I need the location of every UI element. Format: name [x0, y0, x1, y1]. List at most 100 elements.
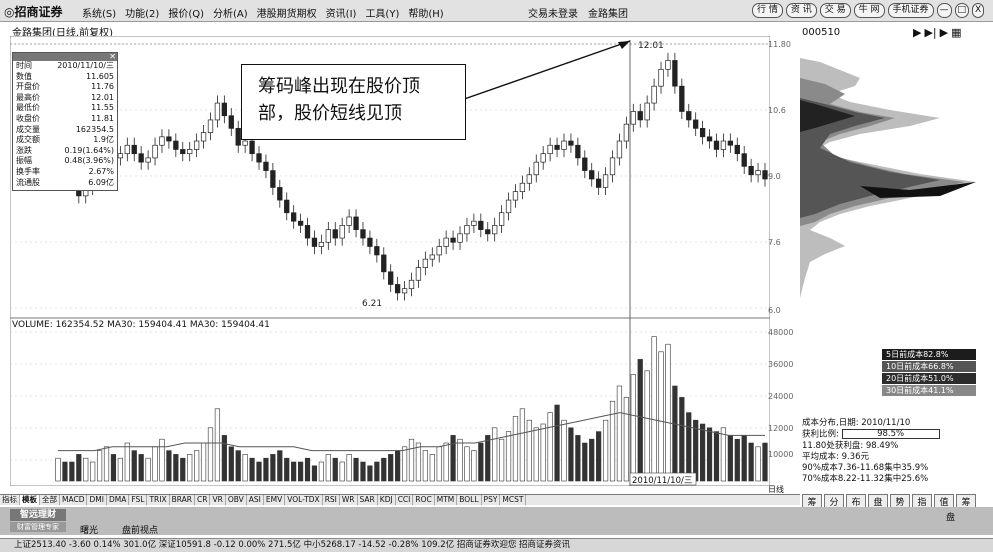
maximize-icon[interactable]: □ — [954, 3, 970, 18]
minimize-icon[interactable]: — — [936, 3, 952, 18]
volume-bar — [519, 408, 526, 482]
indicator-tab[interactable]: BRAR — [170, 495, 196, 505]
indicator-tab[interactable]: 指标 — [0, 495, 20, 505]
news-button[interactable]: 资 讯 — [785, 3, 817, 18]
candle-body — [284, 199, 290, 214]
banner-text-1[interactable]: 曙光 — [80, 526, 99, 536]
close-icon[interactable]: X — [972, 3, 985, 18]
candle-body — [443, 237, 449, 247]
price-tick: 9.0 — [768, 172, 781, 181]
candle-body — [637, 111, 643, 121]
chips-5d-lower — [860, 182, 976, 198]
top-right-buttons: 行 情 资 讯 交 易 牛 网 手机证券 — □ X — [752, 3, 985, 18]
indicator-tab[interactable]: SAR — [358, 495, 378, 505]
annotation-callout: 筹码峰出现在股价顶 部，股价短线见顶 — [241, 64, 466, 140]
menu-help[interactable]: 帮助(H) — [408, 9, 444, 20]
volume-bar — [83, 457, 89, 482]
banner-logo[interactable]: 智远理财 — [10, 509, 66, 521]
indicator-tab[interactable]: EMV — [264, 495, 286, 505]
indicator-tab[interactable]: 全部 — [40, 495, 60, 505]
close-icon[interactable]: ✕ — [109, 52, 116, 61]
banner-scroll[interactable]: 盘 — [946, 513, 956, 523]
indicator-tab[interactable]: FSL — [129, 495, 148, 505]
menu-tools[interactable]: 工具(Y) — [365, 9, 400, 20]
candle-body — [609, 157, 616, 176]
indicator-tab[interactable]: ROC — [413, 495, 435, 505]
indicator-tab[interactable]: DMI — [87, 495, 107, 505]
volume-bar — [630, 374, 636, 482]
legend-30d: 30日前成本41.1% — [882, 385, 976, 396]
mobile-button[interactable]: 手机证券 — [887, 3, 934, 18]
candle-body — [200, 132, 207, 142]
indicator-tab[interactable]: TRIX — [147, 495, 170, 505]
candle-body — [277, 187, 283, 201]
info-row: 最高价 12.01 — [13, 93, 117, 104]
indicator-tab[interactable]: MCST — [500, 495, 527, 505]
indicator-tab[interactable]: BOLL — [457, 495, 482, 505]
menu-hk-futures[interactable]: 港股期货期权 — [256, 9, 317, 20]
banner-text-2[interactable]: 盘前视点 — [122, 526, 159, 536]
candle-body — [138, 153, 144, 163]
quotes-button[interactable]: 行 情 — [752, 3, 783, 18]
stock-code: 000510 — [802, 27, 841, 38]
kline-chart[interactable]: 12.01 6.21 VOLUME: 162354.52 MA30: 15940… — [10, 36, 770, 486]
menu-quote[interactable]: 报价(Q) — [168, 9, 205, 20]
indicator-tab[interactable]: VR — [210, 495, 226, 505]
indicator-tab[interactable]: WR — [340, 495, 358, 505]
volume-bar — [263, 457, 269, 482]
indicator-tab[interactable]: CCI — [396, 495, 414, 505]
grid-icon[interactable]: ▦ — [951, 26, 962, 39]
indicator-tab[interactable]: VOL-TDX — [285, 495, 323, 505]
chips-10d — [800, 98, 940, 218]
indicator-tab[interactable]: DMA — [107, 495, 130, 505]
cursor-date-box — [629, 472, 697, 486]
indicator-tab[interactable]: RSI — [323, 495, 340, 505]
candle-body — [235, 128, 241, 146]
volume-bar — [457, 438, 463, 482]
indicator-tab[interactable]: OBV — [226, 495, 247, 505]
period-label[interactable]: 日线 — [768, 485, 784, 494]
play-icon[interactable]: ▶ — [913, 26, 922, 39]
volume-bar — [214, 408, 221, 482]
candle-body — [263, 161, 269, 171]
panel-tab[interactable]: 指 — [912, 494, 932, 509]
indicator-tab[interactable]: MTM — [435, 495, 458, 505]
menu-news[interactable]: 资讯(I) — [325, 9, 357, 20]
cost-distribution-panel: 000510 ▶ ▶| ▶ ▦ 5日前成本82.8% 10日前成本66.8% 2… — [800, 24, 993, 512]
cost-line: 70%成本8.22-11.32集中25.6% — [802, 473, 929, 484]
forward-icon[interactable]: ▶ — [939, 26, 949, 39]
volume-header: VOLUME: 162354.52 MA30: 159404.41 MA30: … — [12, 320, 270, 330]
niu-button[interactable]: 牛 网 — [853, 3, 885, 18]
indicator-tab[interactable]: 模板 — [20, 495, 40, 505]
info-row: 数值 11.605 — [13, 72, 117, 83]
volume-bar — [228, 446, 234, 482]
legend-20d: 20日前成本51.0% — [882, 373, 976, 384]
indicator-tab[interactable]: CR — [195, 495, 211, 505]
volume-bar — [360, 461, 366, 482]
candle-body — [505, 199, 512, 214]
callout-line-1: 筹码峰出现在股价顶 — [258, 76, 420, 97]
candle-body — [741, 153, 747, 167]
candle-body — [727, 140, 733, 146]
callout-arrowhead — [618, 41, 630, 49]
indicator-tab[interactable]: MACD — [60, 495, 88, 505]
volume-bar — [388, 454, 394, 482]
price-tick: 10.6 — [768, 106, 786, 115]
volume-bar — [145, 457, 151, 482]
menu-function[interactable]: 功能(2) — [125, 9, 160, 20]
volume-bar — [582, 442, 588, 482]
volume-bar — [575, 435, 581, 482]
menu-analysis[interactable]: 分析(A) — [213, 9, 248, 20]
volume-bar — [62, 461, 68, 482]
volume-bar — [395, 450, 401, 482]
ad-banner: 智远理财 财富管理专家 曙光 盘前视点 盘 — [0, 507, 993, 536]
indicator-tab[interactable]: KDJ — [378, 495, 396, 505]
trade-button[interactable]: 交 易 — [819, 3, 851, 18]
info-value: 1.9亿 — [93, 135, 114, 145]
candle-body — [193, 140, 200, 150]
menu-system[interactable]: 系统(S) — [82, 9, 117, 20]
indicator-tab[interactable]: PSY — [482, 495, 501, 505]
app-brand: ◎招商证券 — [4, 5, 63, 19]
indicator-tab[interactable]: ASI — [247, 495, 264, 505]
step-icon[interactable]: ▶| — [924, 26, 937, 39]
